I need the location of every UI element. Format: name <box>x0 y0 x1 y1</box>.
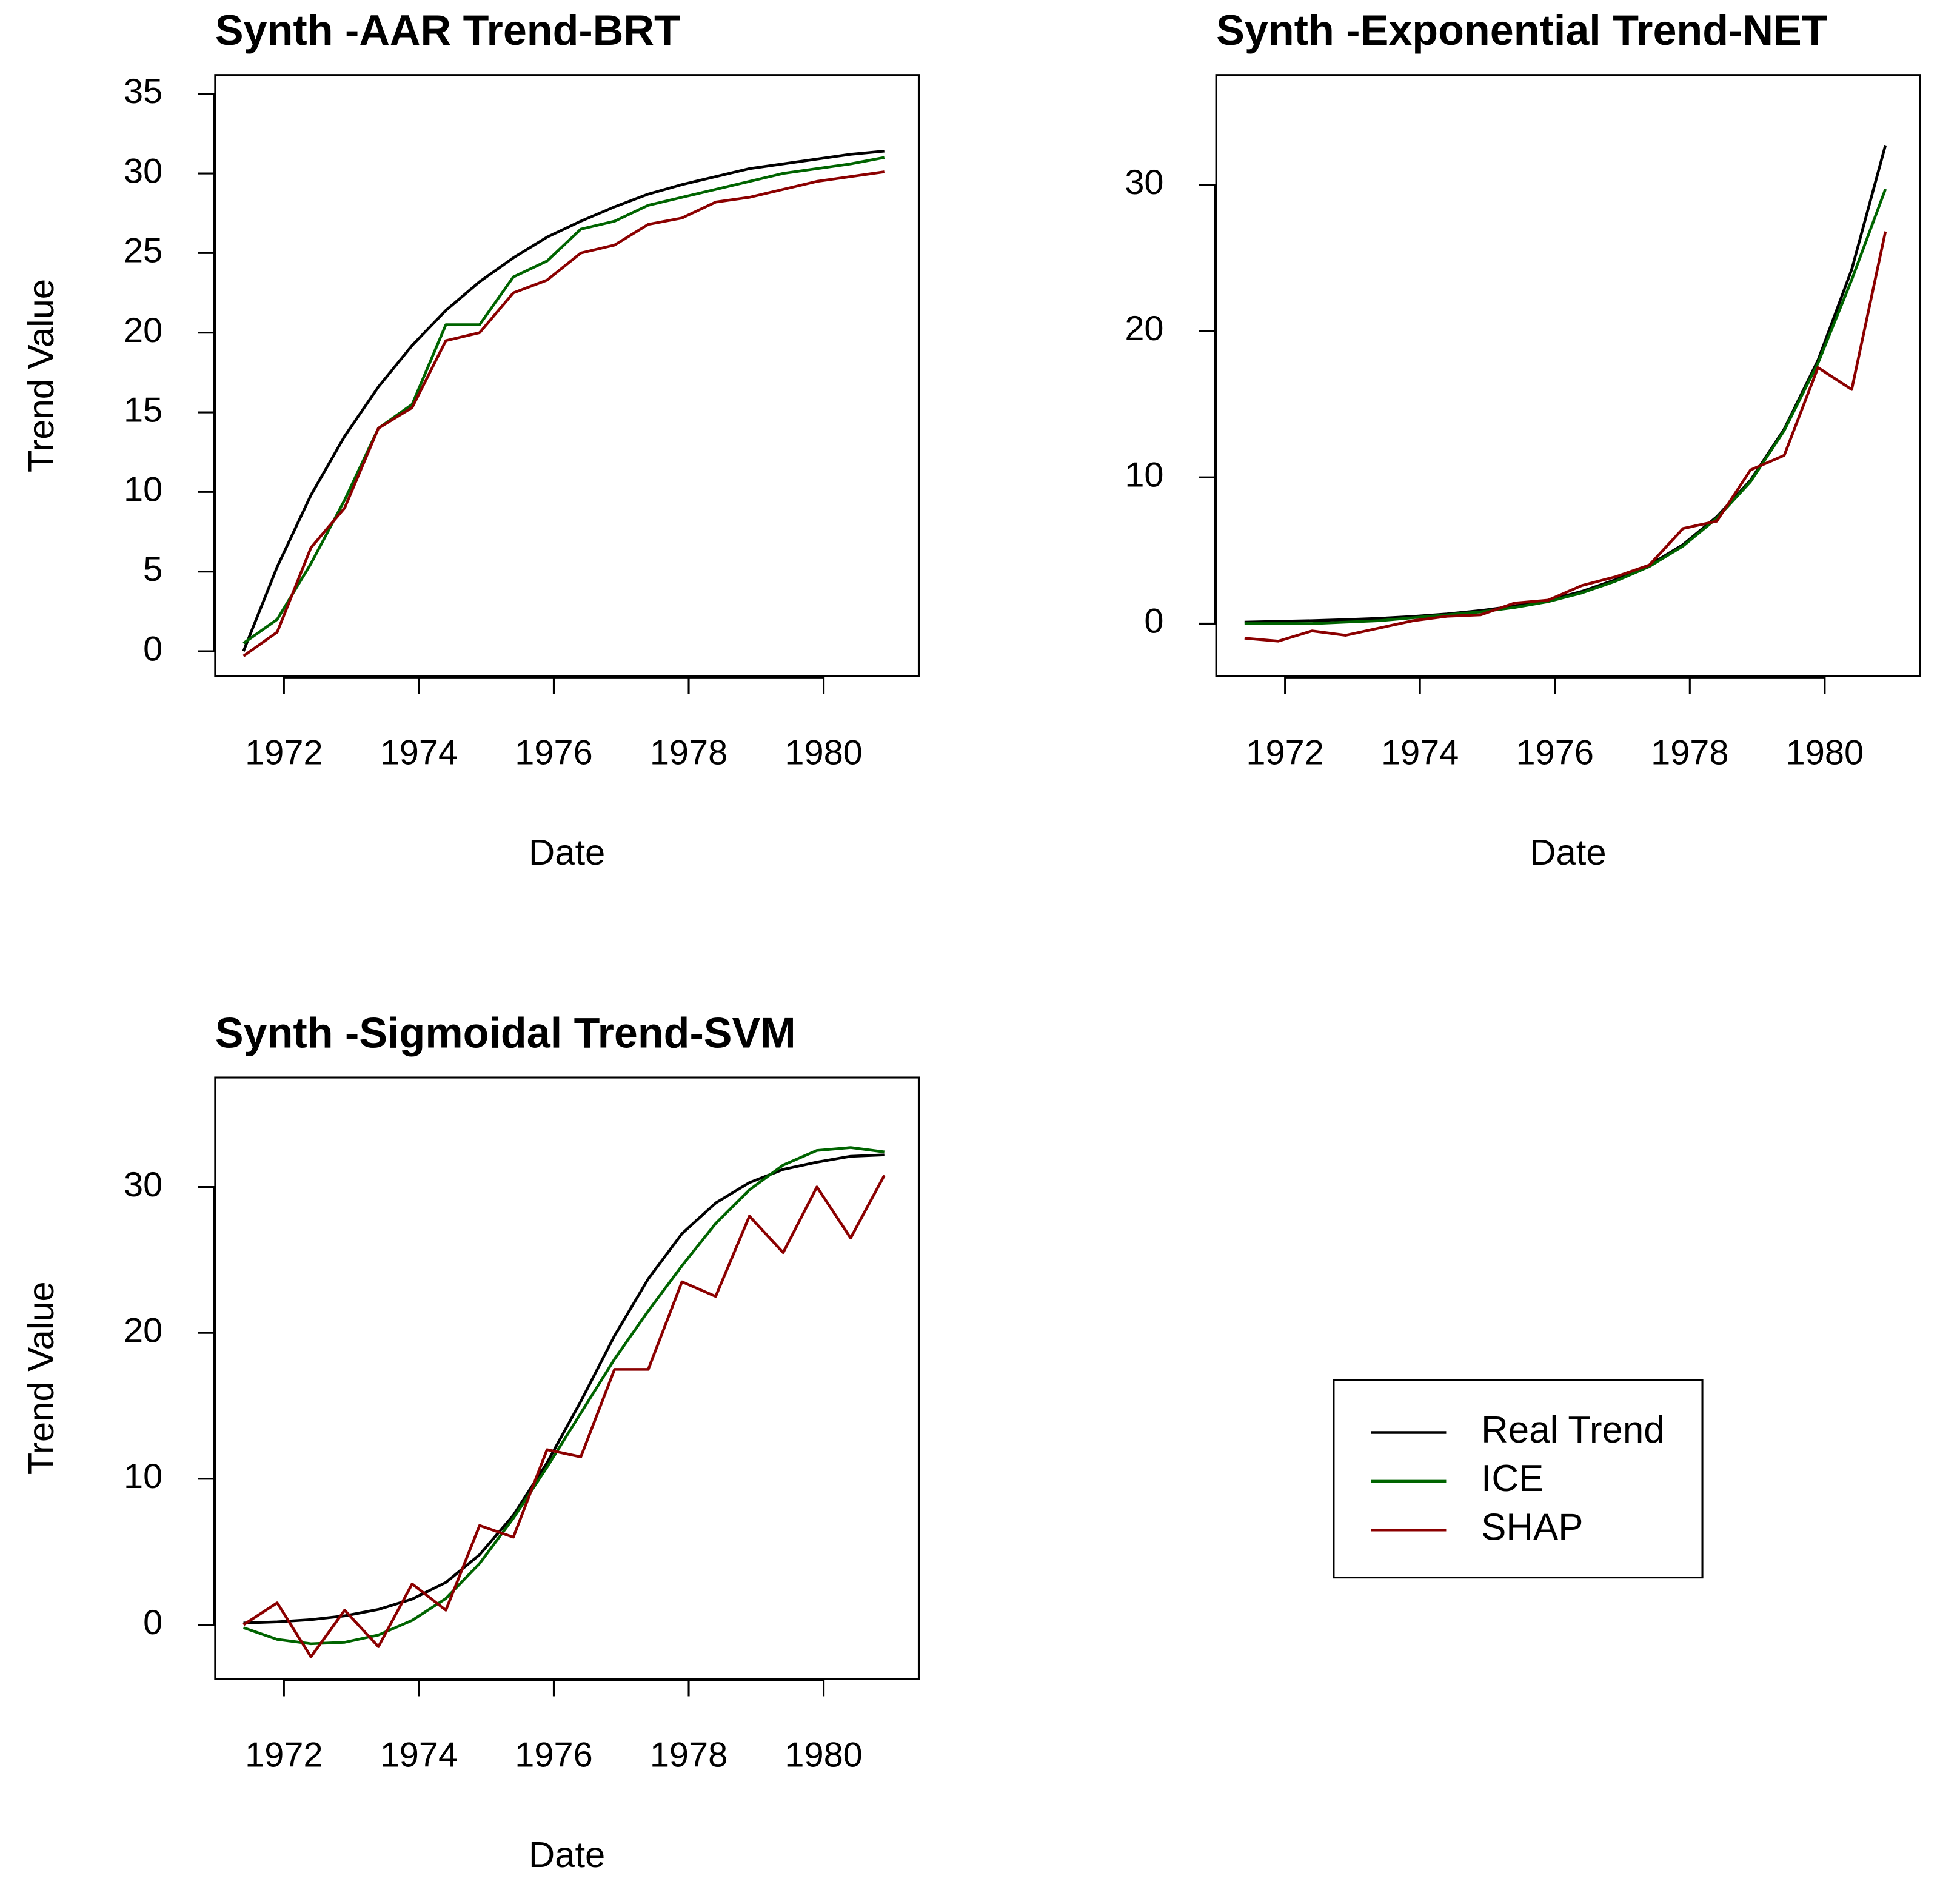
y-tick-label: 10 <box>124 1457 162 1496</box>
x-tick-label: 1976 <box>515 733 592 772</box>
y-tick-label: 20 <box>1125 309 1163 348</box>
plot-frame <box>1215 74 1921 677</box>
y-tick-label: 10 <box>1125 455 1163 494</box>
y-axis-label: Trend Value <box>21 279 61 472</box>
y-tick-label: 0 <box>143 1603 162 1642</box>
series-line <box>242 170 885 657</box>
y-tick-label: 20 <box>124 1311 162 1350</box>
chart-title: Synth -AAR Trend-BRT <box>215 7 680 54</box>
legend-frame <box>1333 1379 1704 1579</box>
x-tick-label: 1972 <box>1246 733 1323 772</box>
y-tick-label: 10 <box>124 471 162 509</box>
plot-frame <box>214 1076 920 1680</box>
x-tick-label: 1980 <box>784 1736 862 1775</box>
series-line <box>1244 144 1887 624</box>
chart-title: Synth -Exponential Trend-NET <box>1216 7 1828 54</box>
series-line <box>242 149 885 652</box>
x-tick-label: 1974 <box>380 1736 458 1775</box>
y-tick-label: 5 <box>143 550 162 589</box>
y-tick-label: 30 <box>124 1165 162 1204</box>
x-tick-label: 1976 <box>1516 733 1594 772</box>
x-tick-label: 1972 <box>245 733 323 772</box>
x-tick-label: 1972 <box>245 1736 323 1775</box>
x-axis-label: Date <box>529 1834 605 1875</box>
chart-title: Synth -Sigmoidal Trend-SVM <box>215 1010 796 1057</box>
legend-label: SHAP <box>1481 1507 1583 1549</box>
y-tick-label: 20 <box>124 311 162 350</box>
x-tick-label: 1978 <box>650 1736 727 1775</box>
y-tick-label: 0 <box>1144 602 1163 641</box>
y-tick-label: 25 <box>124 232 162 270</box>
series-line <box>243 1153 885 1624</box>
series-line <box>1244 231 1887 643</box>
series-line <box>242 156 885 645</box>
series-line <box>242 1175 886 1658</box>
y-tick-label: 0 <box>143 629 162 668</box>
y-tick-label: 30 <box>1125 163 1163 202</box>
y-axis-label: Trend Value <box>21 279 61 472</box>
y-axis-label: Trend Value <box>21 1281 61 1475</box>
x-tick-label: 1978 <box>650 733 727 772</box>
legend-label: ICE <box>1481 1458 1544 1500</box>
x-tick-label: 1974 <box>1381 733 1459 772</box>
y-tick-label: 15 <box>124 390 162 429</box>
x-axis-label: Date <box>529 832 605 873</box>
y-tick-label: 30 <box>124 152 162 190</box>
x-tick-label: 1980 <box>784 733 862 772</box>
x-tick-label: 1980 <box>1786 733 1864 772</box>
plot-frame <box>214 74 920 677</box>
series-line <box>1244 189 1887 625</box>
x-tick-label: 1976 <box>515 1736 592 1775</box>
legend-label: Real Trend <box>1481 1409 1664 1451</box>
series-line <box>242 1146 885 1646</box>
y-tick-label: 35 <box>124 72 162 111</box>
x-tick-label: 1978 <box>1651 733 1728 772</box>
x-tick-label: 1974 <box>380 733 458 772</box>
x-axis-label: Date <box>1530 832 1606 873</box>
